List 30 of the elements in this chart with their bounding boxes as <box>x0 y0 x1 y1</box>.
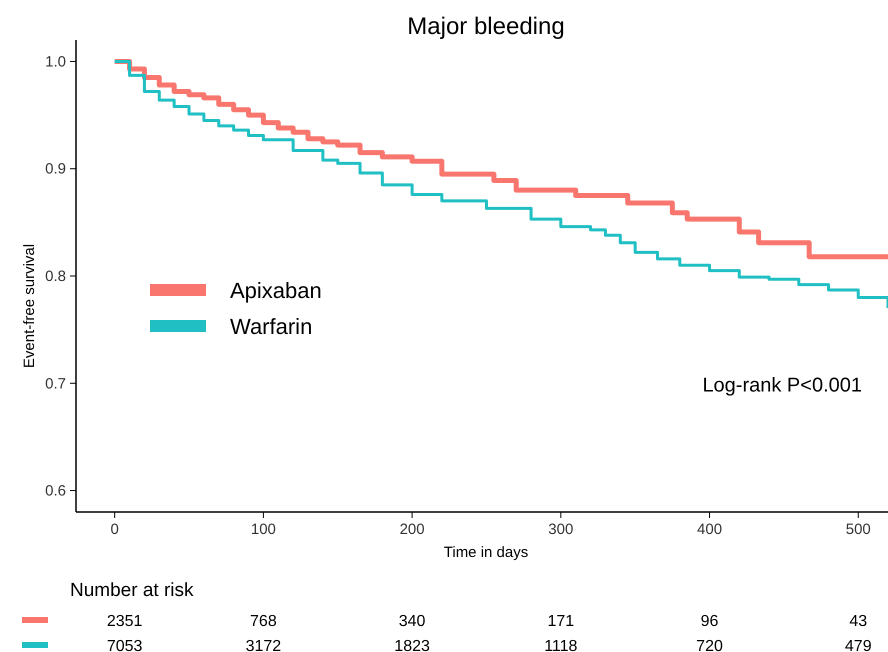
text: 340 <box>398 613 426 630</box>
x-tick-label: 400 <box>697 521 722 538</box>
y-tick-label: 0.9 <box>45 160 66 178</box>
legend-label: Apixaban <box>230 278 322 303</box>
x-tick-label: 0 <box>110 521 119 538</box>
x-tick-label: 200 <box>400 521 425 538</box>
y-tick-label: 0.7 <box>45 375 66 392</box>
text: 479 <box>844 638 872 652</box>
legend-label: Warfarin <box>230 314 312 339</box>
text: 3172 <box>246 638 282 652</box>
y-axis-title: Event-free survival <box>21 244 38 368</box>
y-tick-label: 0.8 <box>45 268 66 285</box>
text: 171 <box>547 613 574 630</box>
text: 7053 <box>106 638 143 652</box>
text: 43 <box>849 613 868 630</box>
x-tick-label: 100 <box>250 521 276 538</box>
y-tick-label: 1.0 <box>45 53 66 70</box>
text: 1823 <box>394 638 430 652</box>
text: 96 <box>700 613 719 630</box>
text: 768 <box>250 613 277 630</box>
x-axis-title: Time in days <box>444 544 528 561</box>
y-tick-label: 0.6 <box>45 482 66 500</box>
annotation: Log-rank P<0.001 <box>702 374 862 396</box>
x-tick-label: 300 <box>548 521 574 538</box>
x-tick-label: 500 <box>846 521 871 538</box>
text: 1118 <box>544 638 578 652</box>
text: 720 <box>696 638 723 652</box>
text: 2351 <box>106 613 143 630</box>
chart-title: Major bleeding <box>407 13 565 40</box>
text: Number at risk <box>70 580 194 601</box>
